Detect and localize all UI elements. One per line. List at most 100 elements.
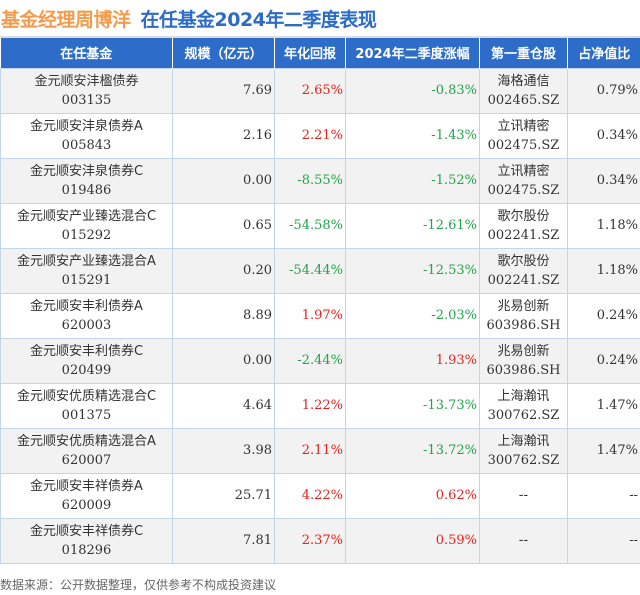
table-row: 金元顺安产业臻选混合A 015291 0.20 -54.44% -12.53% 歌尔股份 0…	[0, 247, 640, 294]
annual-return-cell: -8.55%	[274, 157, 346, 204]
table-row: 金元顺安丰祥债券C 018296 7.81 2.37% 0.59% -- --	[0, 517, 640, 564]
fund-code: 620007	[61, 452, 112, 468]
top-stock-name: 立讯精密	[497, 118, 550, 134]
scale-cell: 3.98	[172, 427, 275, 474]
nav-ratio-cell: 0.79%	[567, 67, 640, 114]
fund-code: 003135	[61, 92, 112, 108]
fund-code: 005843	[61, 137, 112, 153]
q2-change-cell: -0.83%	[345, 67, 480, 114]
annual-return-cell: 2.37%	[274, 517, 346, 564]
fund-name: 金元顺安丰祥债券A	[30, 478, 143, 494]
annual-return-cell: 1.22%	[274, 382, 346, 429]
top-stock-code: 002241.SZ	[487, 227, 560, 243]
fund-name: 金元顺安丰祥债券C	[29, 523, 144, 539]
top-stock-code: 002475.SZ	[487, 137, 560, 153]
annual-return-cell: 2.21%	[274, 112, 346, 159]
fund-code: 019486	[61, 182, 112, 198]
fund-name: 金元顺安产业臻选混合A	[17, 253, 156, 269]
scale-cell: 7.69	[172, 67, 275, 114]
fund-cell: 金元顺安优质精选混合A 620007	[0, 427, 173, 474]
fund-cell: 金元顺安优质精选混合C 001375	[0, 382, 173, 429]
fund-code: 620003	[61, 317, 112, 333]
top-stock-name: 歌尔股份	[497, 208, 550, 224]
scale-cell: 7.81	[172, 517, 275, 564]
table-row: 金元顺安丰利债券A 620003 8.89 1.97% -2.03% 兆易创新 603986…	[0, 292, 640, 339]
top-stock-name: 兆易创新	[497, 298, 550, 314]
page-title: 基金经理周博洋 在任基金2024年二季度表现	[0, 0, 640, 36]
header-nav-ratio: 占净值比	[567, 38, 640, 68]
fund-code: 015292	[61, 227, 112, 243]
q2-change-cell: 0.62%	[345, 472, 480, 519]
nav-ratio-cell: --	[567, 517, 640, 564]
top-stock-name: 上海瀚讯	[497, 388, 550, 404]
fund-cell: 金元顺安丰利债券C 020499	[0, 337, 173, 384]
top-stock-code: 603986.SH	[486, 317, 561, 333]
nav-ratio-cell: 1.18%	[567, 202, 640, 249]
top-stock-cell: 歌尔股份 002241.SZ	[479, 247, 568, 294]
scale-cell: 0.00	[172, 157, 275, 204]
fund-cell: 金元顺安沣泉债券A 005843	[0, 112, 173, 159]
manager-title: 基金经理周博洋	[1, 8, 131, 31]
table-row: 金元顺安优质精选混合C 001375 4.64 1.22% -13.73% 上海瀚讯 300…	[0, 382, 640, 429]
fund-code: 018296	[61, 542, 112, 558]
top-stock-code: 300762.SZ	[487, 452, 560, 468]
scale-cell: 2.16	[172, 112, 275, 159]
nav-ratio-cell: 0.24%	[567, 292, 640, 339]
top-stock-cell: 立讯精密 002475.SZ	[479, 157, 568, 204]
top-stock-cell: 上海瀚讯 300762.SZ	[479, 427, 568, 474]
nav-ratio-cell: 1.47%	[567, 382, 640, 429]
nav-ratio-cell: --	[567, 472, 640, 519]
table-row: 金元顺安沣泉债券C 019486 0.00 -8.55% -1.52% 立讯精密 00247…	[0, 157, 640, 204]
subtitle: 在任基金2024年二季度表现	[140, 8, 377, 31]
top-stock-code: 002475.SZ	[487, 182, 560, 198]
data-source-note: 数据来源：公开数据整理，仅供参考不构成投资建议	[0, 578, 277, 592]
fund-name: 金元顺安优质精选混合A	[17, 433, 156, 449]
fund-cell: 金元顺安沣泉债券C 019486	[0, 157, 173, 204]
table-row: 金元顺安产业臻选混合C 015292 0.65 -54.58% -12.61% 歌尔股份 0…	[0, 202, 640, 249]
scale-cell: 8.89	[172, 292, 275, 339]
top-stock-cell: 立讯精密 002475.SZ	[479, 112, 568, 159]
nav-ratio-cell: 0.34%	[567, 112, 640, 159]
q2-change-cell: -13.72%	[345, 427, 480, 474]
title-divider	[0, 36, 640, 38]
table-row: 金元顺安丰祥债券A 620009 25.71 4.22% 0.62% -- --	[0, 472, 640, 519]
q2-change-cell: -13.73%	[345, 382, 480, 429]
top-stock-cell: 兆易创新 603986.SH	[479, 292, 568, 339]
top-stock-name: 兆易创新	[497, 343, 550, 359]
top-stock-name: --	[518, 488, 529, 503]
fund-name: 金元顺安沣泉债券C	[29, 163, 144, 179]
nav-ratio-cell: 1.18%	[567, 247, 640, 294]
table-row: 金元顺安沣楹债券 003135 7.69 2.65% -0.83% 海格通信 002465.…	[0, 67, 640, 114]
q2-change-cell: -1.52%	[345, 157, 480, 204]
q2-change-cell: -12.61%	[345, 202, 480, 249]
fund-cell: 金元顺安产业臻选混合A 015291	[0, 247, 173, 294]
fund-cell: 金元顺安产业臻选混合C 015292	[0, 202, 173, 249]
q2-change-cell: -2.03%	[345, 292, 480, 339]
q2-change-cell: 0.59%	[345, 517, 480, 564]
top-stock-cell: 上海瀚讯 300762.SZ	[479, 382, 568, 429]
fund-code: 020499	[61, 362, 112, 378]
q2-change-cell: -1.43%	[345, 112, 480, 159]
annual-return-cell: 1.97%	[274, 292, 346, 339]
fund-code: 015291	[61, 272, 112, 288]
fund-name: 金元顺安产业臻选混合C	[16, 208, 157, 224]
table-row: 金元顺安优质精选混合A 620007 3.98 2.11% -13.72% 上海瀚讯 300…	[0, 427, 640, 474]
nav-ratio-cell: 0.24%	[567, 337, 640, 384]
fund-cell: 金元顺安丰利债券A 620003	[0, 292, 173, 339]
annual-return-cell: -2.44%	[274, 337, 346, 384]
top-stock-cell: --	[479, 517, 568, 564]
scale-cell: 25.71	[172, 472, 275, 519]
annual-return-cell: -54.58%	[274, 202, 346, 249]
header-top-stock: 第一重仓股	[479, 38, 568, 68]
scale-cell: 0.20	[172, 247, 275, 294]
top-stock-cell: 歌尔股份 002241.SZ	[479, 202, 568, 249]
top-stock-name: 上海瀚讯	[497, 433, 550, 449]
fund-name: 金元顺安丰利债券A	[30, 298, 143, 314]
fund-code: 001375	[61, 407, 112, 423]
scale-cell: 0.65	[172, 202, 275, 249]
fund-name: 金元顺安丰利债券C	[29, 343, 144, 359]
q2-change-cell: -12.53%	[345, 247, 480, 294]
annual-return-cell: 4.22%	[274, 472, 346, 519]
top-stock-code: 002465.SZ	[487, 92, 560, 108]
top-stock-name: 海格通信	[497, 73, 550, 89]
